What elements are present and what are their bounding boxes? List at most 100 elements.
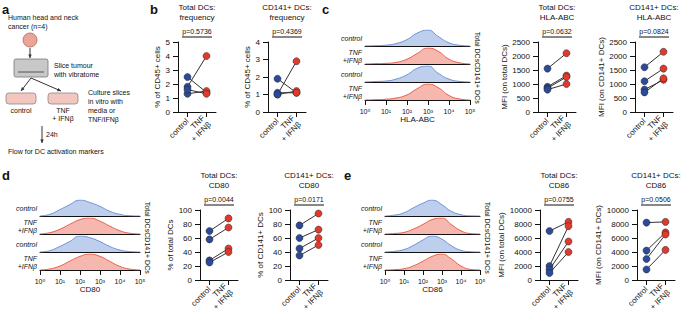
svg-text:+ IFNβ: + IFNβ	[279, 120, 303, 144]
svg-text:p=0.0632: p=0.0632	[542, 28, 571, 36]
svg-text:+IFNβ: +IFNβ	[343, 57, 362, 65]
svg-text:CD141+ DCs:: CD141+ DCs:	[631, 171, 681, 180]
svg-text:10³: 10³	[95, 278, 106, 285]
svg-text:control: control	[341, 35, 362, 42]
svg-text:p=0.0506: p=0.0506	[641, 196, 670, 204]
svg-text:b: b	[150, 2, 158, 17]
svg-text:0: 0	[278, 276, 283, 285]
svg-text:media or: media or	[88, 107, 116, 114]
svg-text:8000: 8000	[611, 220, 629, 229]
svg-text:0: 0	[625, 276, 630, 285]
svg-text:HLA-ABC: HLA-ABC	[637, 13, 672, 22]
svg-text:2500: 2500	[609, 38, 627, 47]
svg-text:+IFNβ: +IFNβ	[18, 227, 37, 235]
svg-text:2000: 2000	[514, 262, 532, 271]
svg-text:10³: 10³	[423, 108, 434, 115]
svg-text:1000: 1000	[512, 80, 530, 89]
svg-text:4000: 4000	[514, 248, 532, 257]
svg-text:Total DCs: Total DCs	[484, 202, 491, 233]
svg-text:HLA-ABC: HLA-ABC	[400, 115, 435, 124]
svg-text:% of CD45+ cells: % of CD45+ cells	[243, 46, 252, 108]
svg-text:control: control	[361, 205, 382, 212]
svg-text:TNF/IFNβ: TNF/IFNβ	[88, 116, 119, 124]
svg-text:control: control	[167, 117, 190, 140]
svg-text:40: 40	[273, 248, 282, 257]
svg-text:+ IFNβ: + IFNβ	[189, 120, 213, 144]
svg-text:Slice tumour: Slice tumour	[54, 62, 94, 69]
svg-text:10⁴: 10⁴	[115, 278, 126, 285]
svg-text:2: 2	[256, 73, 261, 82]
svg-text:cancer (n=4): cancer (n=4)	[8, 23, 48, 31]
svg-text:6000: 6000	[611, 234, 629, 243]
svg-text:p=0.5736: p=0.5736	[182, 28, 211, 36]
svg-text:10⁰: 10⁰	[360, 108, 371, 115]
svg-text:+IFNβ: +IFNβ	[363, 263, 382, 271]
svg-text:Flow for DC activation markers: Flow for DC activation markers	[8, 148, 104, 155]
svg-text:4000: 4000	[611, 248, 629, 257]
svg-text:2000: 2000	[512, 52, 530, 61]
svg-text:Culture slices: Culture slices	[88, 89, 131, 96]
svg-text:Total DCs:: Total DCs:	[179, 3, 216, 12]
svg-text:CD141+ DCs: CD141+ DCs	[144, 232, 151, 274]
svg-text:with vibratome: with vibratome	[53, 71, 99, 78]
svg-text:MFI (on total DCs): MFI (on total DCs)	[497, 212, 506, 278]
svg-text:+ IFNβ: + IFNβ	[52, 115, 73, 123]
svg-text:40: 40	[183, 248, 192, 257]
svg-text:control: control	[257, 117, 280, 140]
svg-text:10000: 10000	[607, 206, 630, 215]
svg-text:10³: 10³	[437, 278, 448, 285]
svg-text:10⁵: 10⁵	[465, 108, 476, 115]
svg-text:TNF: TNF	[348, 85, 362, 92]
svg-text:control: control	[341, 71, 362, 78]
svg-text:0: 0	[188, 276, 193, 285]
svg-text:500: 500	[614, 94, 628, 103]
svg-text:0: 0	[256, 108, 261, 117]
svg-text:10²: 10²	[75, 278, 86, 285]
svg-text:control: control	[529, 285, 552, 308]
svg-text:CD86: CD86	[646, 181, 667, 190]
svg-text:control: control	[189, 285, 212, 308]
svg-text:TNF: TNF	[368, 219, 382, 226]
svg-text:6000: 6000	[514, 234, 532, 243]
svg-text:100: 100	[179, 206, 193, 215]
svg-text:p=0.0171: p=0.0171	[294, 196, 323, 204]
svg-text:0: 0	[526, 108, 531, 117]
svg-text:3: 3	[166, 66, 171, 75]
svg-text:TNF: TNF	[368, 255, 382, 262]
svg-text:TNF: TNF	[348, 49, 362, 56]
svg-text:HLA-ABC: HLA-ABC	[540, 13, 575, 22]
svg-text:TNF: TNF	[56, 107, 70, 114]
svg-text:p=0.0824: p=0.0824	[639, 28, 668, 36]
svg-text:CD86: CD86	[549, 181, 570, 190]
svg-text:10¹: 10¹	[55, 278, 66, 285]
svg-text:10⁵: 10⁵	[135, 278, 146, 285]
svg-text:CD141+ DCs:: CD141+ DCs:	[262, 3, 312, 12]
svg-text:Total DCs:: Total DCs:	[539, 3, 576, 12]
svg-text:60: 60	[183, 234, 192, 243]
svg-text:20: 20	[183, 262, 192, 271]
svg-text:Human head and neck: Human head and neck	[8, 14, 79, 21]
svg-text:60: 60	[273, 234, 282, 243]
svg-text:1000: 1000	[609, 80, 627, 89]
svg-text:c: c	[322, 2, 329, 17]
svg-text:frequency: frequency	[269, 13, 304, 22]
svg-text:8000: 8000	[514, 220, 532, 229]
svg-text:frequency: frequency	[179, 13, 214, 22]
svg-text:CD141+ DCs:: CD141+ DCs:	[629, 3, 679, 12]
svg-text:MFI (on CD141+ DCs): MFI (on CD141+ DCs)	[594, 205, 603, 285]
svg-text:Total DCs:: Total DCs:	[541, 171, 578, 180]
svg-text:2500: 2500	[512, 38, 530, 47]
svg-text:2: 2	[166, 80, 171, 89]
svg-text:CD80: CD80	[209, 181, 230, 190]
svg-text:control: control	[279, 285, 302, 308]
svg-text:+ IFNβ: + IFNβ	[549, 120, 573, 144]
svg-text:80: 80	[273, 220, 282, 229]
svg-text:10⁰: 10⁰	[35, 278, 46, 285]
svg-text:1: 1	[166, 94, 171, 103]
svg-text:+ IFNβ: + IFNβ	[301, 288, 325, 312]
svg-text:+ IFNβ: + IFNβ	[551, 288, 575, 312]
svg-text:e: e	[344, 168, 351, 183]
svg-text:1500: 1500	[512, 66, 530, 75]
svg-text:in vitro with: in vitro with	[88, 98, 123, 105]
svg-text:CD141+ DCs: CD141+ DCs	[484, 232, 491, 274]
